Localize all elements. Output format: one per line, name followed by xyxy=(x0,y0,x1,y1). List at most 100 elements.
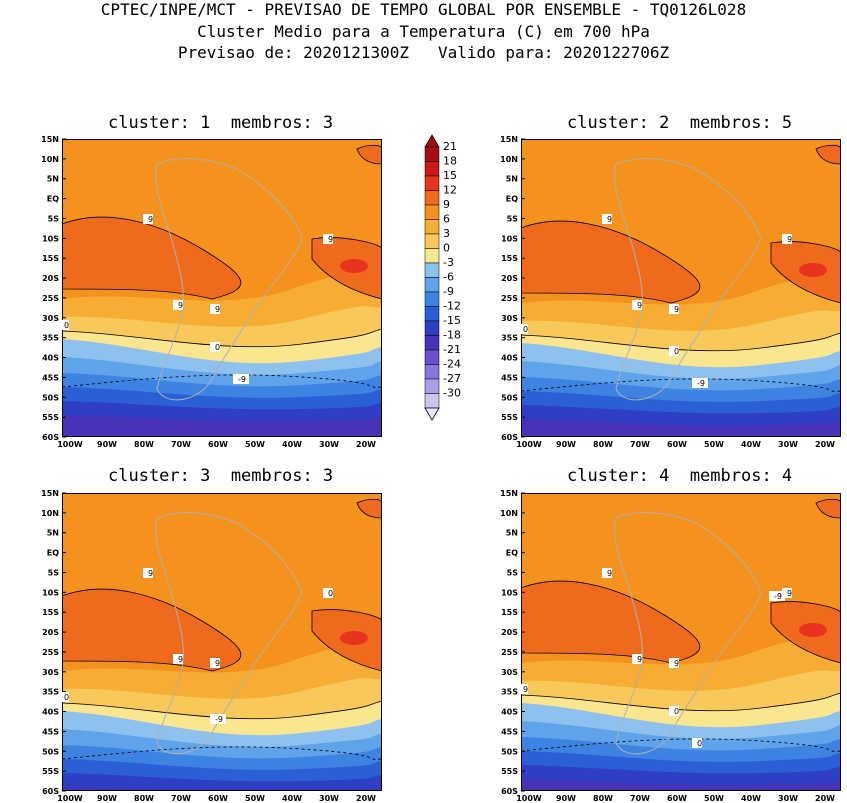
lon-tick-label: 60W xyxy=(667,440,687,449)
lat-tick-label: 10N xyxy=(500,155,518,164)
lon-tick-label: 80W xyxy=(134,794,154,803)
lat-tick-label: 25S xyxy=(501,648,518,657)
lat-tick-label: 35S xyxy=(42,334,59,343)
colorbar-swatch xyxy=(424,335,440,351)
lat-tick-label: 5S xyxy=(48,214,60,223)
lon-tick-label: 100W xyxy=(57,794,83,803)
contour-label-bg xyxy=(782,234,792,244)
contour-label: 9 xyxy=(328,235,333,244)
lon-tick-label: 50W xyxy=(245,440,265,449)
lon-tick-label: 60W xyxy=(208,440,228,449)
lat-tick-label: 40S xyxy=(42,708,59,717)
lat-tick-label: 45S xyxy=(501,727,518,736)
lat-tick-label: 40S xyxy=(501,708,518,717)
chart-title-line1: CPTEC/INPE/MCT - PREVISAO DE TEMPO GLOBA… xyxy=(100,0,747,19)
colorbar-swatch xyxy=(424,204,440,220)
contour-label-bg xyxy=(210,658,220,668)
lon-tick-label: 30W xyxy=(319,440,339,449)
contour-label-bg xyxy=(669,706,679,716)
colorbar-bottom-arrow xyxy=(424,407,440,421)
lat-tick-label: 55S xyxy=(42,413,59,422)
contour-label: 9 xyxy=(607,215,612,224)
colorbar-swatch xyxy=(424,248,440,264)
lat-tick-label: 60S xyxy=(501,787,518,796)
lon-tick-label: 20W xyxy=(356,794,376,803)
warm-anomaly-west xyxy=(62,216,242,300)
contour-label-bg xyxy=(602,568,612,578)
lon-tick-label: 90W xyxy=(97,794,117,803)
contour-label: -9 xyxy=(238,375,246,384)
lat-tick-label: 5S xyxy=(48,568,60,577)
colorbar-swatch xyxy=(424,277,440,293)
colorbar-label: -21 xyxy=(443,343,461,356)
contour-label-bg xyxy=(210,714,226,724)
lon-tick-label: 80W xyxy=(134,440,154,449)
contour-label: 9 xyxy=(178,301,183,310)
contour-label: 9 xyxy=(178,655,183,664)
map-panel-2 xyxy=(521,139,841,437)
colorbar-swatch xyxy=(424,306,440,322)
contour-label-bg xyxy=(210,304,220,314)
contour-label-bg xyxy=(669,346,679,356)
map-frame xyxy=(62,493,382,791)
lon-tick-label: 80W xyxy=(593,794,613,803)
lat-tick-label: 10S xyxy=(501,234,518,243)
contour-label: -9 xyxy=(697,379,705,388)
map-frame xyxy=(521,493,841,791)
chart-title-line2: Cluster Medio para a Temperatura (C) em … xyxy=(197,22,650,41)
contour-label-bg xyxy=(59,692,69,702)
colorbar-label: 3 xyxy=(443,227,450,240)
colorbar-label: -27 xyxy=(443,372,461,385)
colorbar-label: 0 xyxy=(443,242,450,255)
warm-core-east xyxy=(340,259,368,273)
lat-tick-label: 40S xyxy=(501,354,518,363)
lon-tick-label: 30W xyxy=(319,794,339,803)
colorbar-swatch xyxy=(424,190,440,206)
lat-tick-label: 30S xyxy=(501,314,518,323)
contour-label-bg xyxy=(143,568,153,578)
contour-label-bg xyxy=(210,342,220,352)
warm-core-east xyxy=(340,631,368,645)
lat-tick-label: 15N xyxy=(500,489,518,498)
contour-label-bg xyxy=(669,658,679,668)
lon-tick-label: 40W xyxy=(741,794,761,803)
lat-axis-4: 15N 10N 5N EQ 5S 10S 15S 20S 25S 30S 35S 40S 45S 50S 5… xyxy=(500,489,525,796)
lat-tick-label: 20S xyxy=(501,628,518,637)
lat-tick-label: 5N xyxy=(506,529,518,538)
contour-label: 9 xyxy=(607,569,612,578)
contour-label: 0 xyxy=(674,347,679,356)
contour-minus9 xyxy=(521,378,841,392)
colorbar-swatch xyxy=(424,393,440,409)
map-panel-1 xyxy=(62,139,382,437)
lat-tick-label: 40S xyxy=(42,354,59,363)
lat-tick-label: 10N xyxy=(500,509,518,518)
lat-tick-label: 10N xyxy=(41,155,59,164)
lat-tick-label: 55S xyxy=(501,767,518,776)
contour-zero xyxy=(521,692,841,712)
lon-tick-label: 40W xyxy=(741,440,761,449)
lon-tick-label: 70W xyxy=(630,440,650,449)
contour-label-bg xyxy=(669,304,679,314)
contour-label: 9 xyxy=(523,685,528,694)
lat-tick-label: 50S xyxy=(501,747,518,756)
lat-tick-label: 5N xyxy=(47,529,59,538)
lat-tick-label: 60S xyxy=(42,787,59,796)
contour-label-bg xyxy=(143,214,153,224)
lat-tick-label: 60S xyxy=(42,433,59,442)
map-panel-3 xyxy=(62,493,382,791)
contour-minus9 xyxy=(62,746,382,760)
contour-minus9 xyxy=(521,738,841,752)
colorbar-swatch xyxy=(424,161,440,177)
lon-tick-label: 100W xyxy=(57,440,83,449)
colorbar-swatch xyxy=(424,233,440,249)
colorbar-swatch xyxy=(424,219,440,235)
colorbar-label: 9 xyxy=(443,198,450,211)
map-frame xyxy=(62,139,382,437)
lat-tick-label: 45S xyxy=(501,373,518,382)
contour-label-bg xyxy=(769,591,785,601)
colorbar-swatch xyxy=(424,320,440,336)
contour-label-bg xyxy=(518,684,528,694)
contour-zero xyxy=(62,328,382,348)
lat-tick-label: 30S xyxy=(42,668,59,677)
colorbar-label: 21 xyxy=(443,140,457,153)
